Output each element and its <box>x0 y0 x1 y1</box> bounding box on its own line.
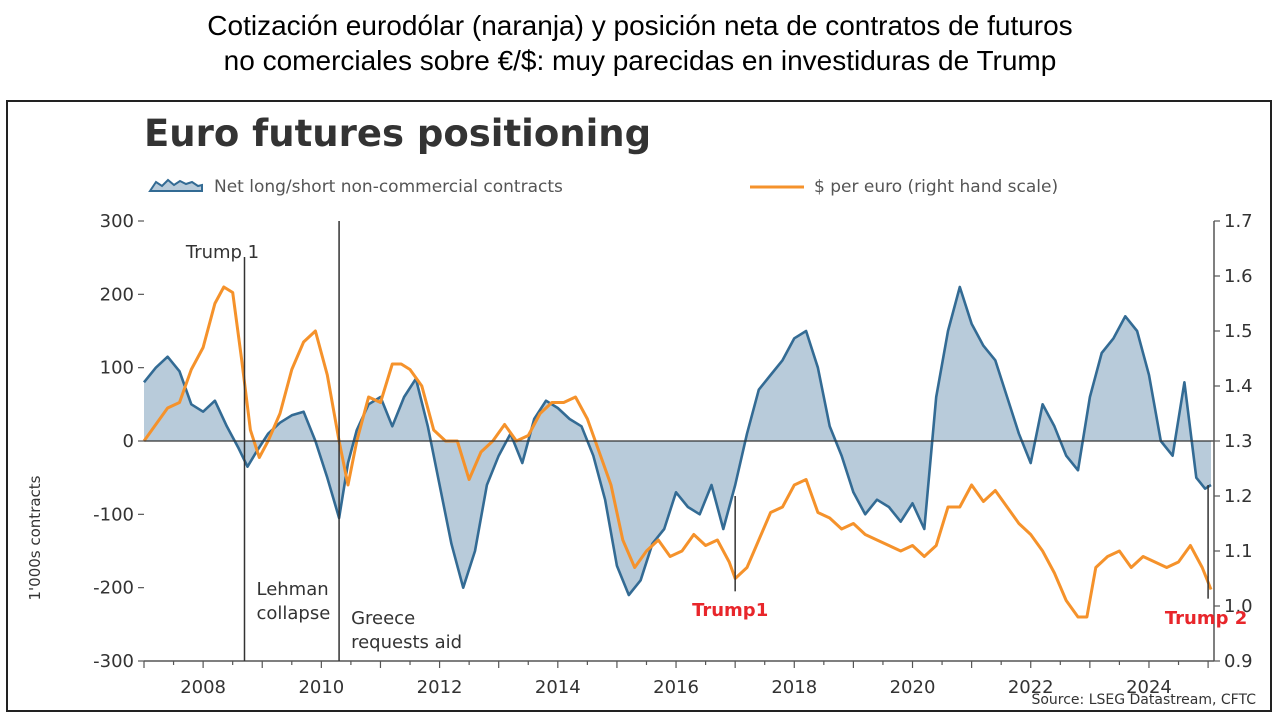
y2-tick-label: 1.7 <box>1224 211 1253 232</box>
y2-tick-label: 1.5 <box>1224 321 1253 342</box>
y-tick-label: -100 <box>93 504 134 525</box>
y-tick-label: 0 <box>123 431 134 452</box>
annotation-lehman-label: Lehman collapse <box>256 579 330 624</box>
y2-tick-label: 1.2 <box>1224 486 1253 507</box>
x-tick-label: 2014 <box>535 677 581 698</box>
axes: 2008 2010 2012 2014 2016 2018 2020 2022 2024 -300… <box>93 211 1253 698</box>
annotation-trump-1-label: Trump 1 <box>185 242 259 263</box>
chart-frame: Euro futures positioning Net long/short … <box>6 100 1272 712</box>
y-tick-label: -200 <box>93 578 134 599</box>
page-title-line-1: Cotización eurodólar (naranja) y posició… <box>207 10 1073 41</box>
annotation-greece-label: Greece requests aid <box>351 608 462 653</box>
annotation-trump1-2017-label: Trump1 <box>692 600 768 621</box>
x-tick-label: 2012 <box>417 677 463 698</box>
legend: Net long/short non-commercial contracts … <box>148 177 1058 197</box>
y2-tick-label: 1.3 <box>1224 431 1253 452</box>
plot-area <box>142 285 1213 619</box>
x-tick-label: 2008 <box>180 677 226 698</box>
annotation-trump-2-label: Trump 2 <box>1165 608 1247 629</box>
annotations: Trump 1 Lehman collapse Greece requests aid T… <box>185 221 1247 661</box>
legend-positions-label: Net long/short non-commercial contracts <box>214 177 563 197</box>
eurusd-series-line <box>142 285 1213 619</box>
page-title-line-2: no comerciales sobre €/$: muy parecidas … <box>223 45 1057 76</box>
y-tick-label: 300 <box>100 211 134 232</box>
y2-tick-label: 1.0 <box>1224 596 1253 617</box>
x-tick-label: 2024 <box>1126 677 1172 698</box>
y-tick-label: -300 <box>93 651 134 672</box>
x-tick-label: 2018 <box>771 677 817 698</box>
y2-tick-label: 1.6 <box>1224 266 1253 287</box>
x-tick-label: 2016 <box>653 677 699 698</box>
x-tick-label: 2022 <box>1008 677 1054 698</box>
y-axis-label: 1'000s contracts <box>26 475 44 600</box>
x-tick-label: 2010 <box>298 677 344 698</box>
y2-tick-label: 1.1 <box>1224 541 1253 562</box>
y2-tick-label: 0.9 <box>1224 651 1253 672</box>
positions-series-line <box>142 285 1212 597</box>
legend-positions-swatch <box>148 178 203 192</box>
page-title: Cotización eurodólar (naranja) y posició… <box>0 8 1280 78</box>
y2-tick-label: 1.4 <box>1224 376 1253 397</box>
y-tick-label: 100 <box>100 358 134 379</box>
chart-title: Euro futures positioning <box>144 112 651 155</box>
euro-futures-chart: Euro futures positioning Net long/short … <box>26 112 1256 708</box>
x-tick-label: 2020 <box>890 677 936 698</box>
source-note: Source: LSEG Datastream, CFTC <box>1031 692 1256 708</box>
legend-eurusd-label: $ per euro (right hand scale) <box>814 177 1058 197</box>
y-tick-label: 200 <box>100 284 134 305</box>
